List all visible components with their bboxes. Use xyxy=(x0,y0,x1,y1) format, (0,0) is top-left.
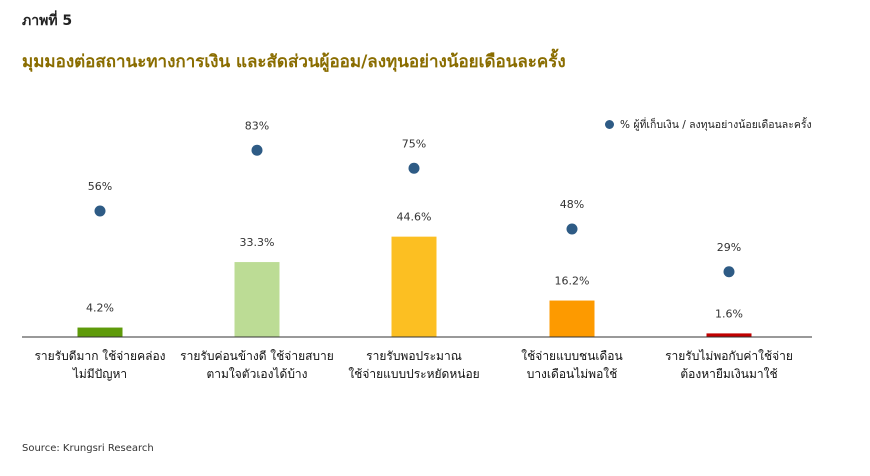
category-label-4: ใช้จ่ายแบบชนเดือนบางเดือนไม่พอใช้ xyxy=(492,347,652,383)
category-label-line: รายรับค่อนข้างดี ใช้จ่ายสบาย xyxy=(180,349,334,363)
legend: % ผู้ที่เก็บเงิน / ลงทุนอย่างน้อยเดือนละ… xyxy=(605,116,812,133)
category-label-line: รายรับไม่พอกับค่าใช้จ่าย xyxy=(665,349,793,363)
dot-5 xyxy=(723,266,735,278)
bar-3 xyxy=(391,236,437,337)
dot-value-label-5: 29% xyxy=(717,241,741,254)
dot-2 xyxy=(251,144,263,156)
bar-value-label-3: 44.6% xyxy=(397,211,432,224)
category-label-5: รายรับไม่พอกับค่าใช้จ่ายต้องหายืมเงินมาใ… xyxy=(649,347,809,383)
category-label-line: ใช้จ่ายแบบชนเดือน xyxy=(521,349,623,363)
dot-value-label-3: 75% xyxy=(402,137,426,150)
figure-label: ภาพที่ 5 xyxy=(22,13,73,29)
dot-1 xyxy=(94,205,106,217)
bar-5 xyxy=(706,333,752,337)
dot-value-label-1: 56% xyxy=(88,180,112,193)
bar-2 xyxy=(234,262,280,337)
category-label-line: รายรับพอประมาณ xyxy=(366,349,462,363)
bar-value-label-5: 1.6% xyxy=(715,307,743,320)
category-label-line: ต้องหายืมเงินมาใช้ xyxy=(680,367,778,381)
category-label-2: รายรับค่อนข้างดี ใช้จ่ายสบายตามใจตัวเองไ… xyxy=(177,347,337,383)
dot-3 xyxy=(408,162,420,174)
bar-1 xyxy=(77,327,123,337)
dot-value-label-2: 83% xyxy=(245,119,269,132)
bar-4 xyxy=(549,300,595,337)
dot-value-label-4: 48% xyxy=(560,198,584,211)
dot-4 xyxy=(566,223,578,235)
bar-value-label-1: 4.2% xyxy=(86,302,114,315)
category-label-line: บางเดือนไม่พอใช้ xyxy=(526,367,618,381)
legend-marker-dot xyxy=(605,120,614,129)
category-label-line: รายรับดีมาก ใช้จ่ายคล่อง xyxy=(34,349,166,363)
category-label-line: ไม่มีปัญหา xyxy=(72,367,128,381)
chart-title: มุมมองต่อสถานะทางการเงิน และสัดส่วนผู้ออ… xyxy=(22,52,566,72)
source-note: Source: Krungsri Research xyxy=(22,443,154,454)
category-label-3: รายรับพอประมาณใช้จ่ายแบบประหยัดหน่อย xyxy=(334,347,494,383)
bar-value-label-4: 16.2% xyxy=(555,275,590,288)
category-label-1: รายรับดีมาก ใช้จ่ายคล่องไม่มีปัญหา xyxy=(20,347,180,383)
bar-value-label-2: 33.3% xyxy=(240,236,275,249)
legend-label: % ผู้ที่เก็บเงิน / ลงทุนอย่างน้อยเดือนละ… xyxy=(620,119,812,131)
category-label-line: ใช้จ่ายแบบประหยัดหน่อย xyxy=(348,367,480,381)
category-label-line: ตามใจตัวเองได้บ้าง xyxy=(206,367,308,381)
